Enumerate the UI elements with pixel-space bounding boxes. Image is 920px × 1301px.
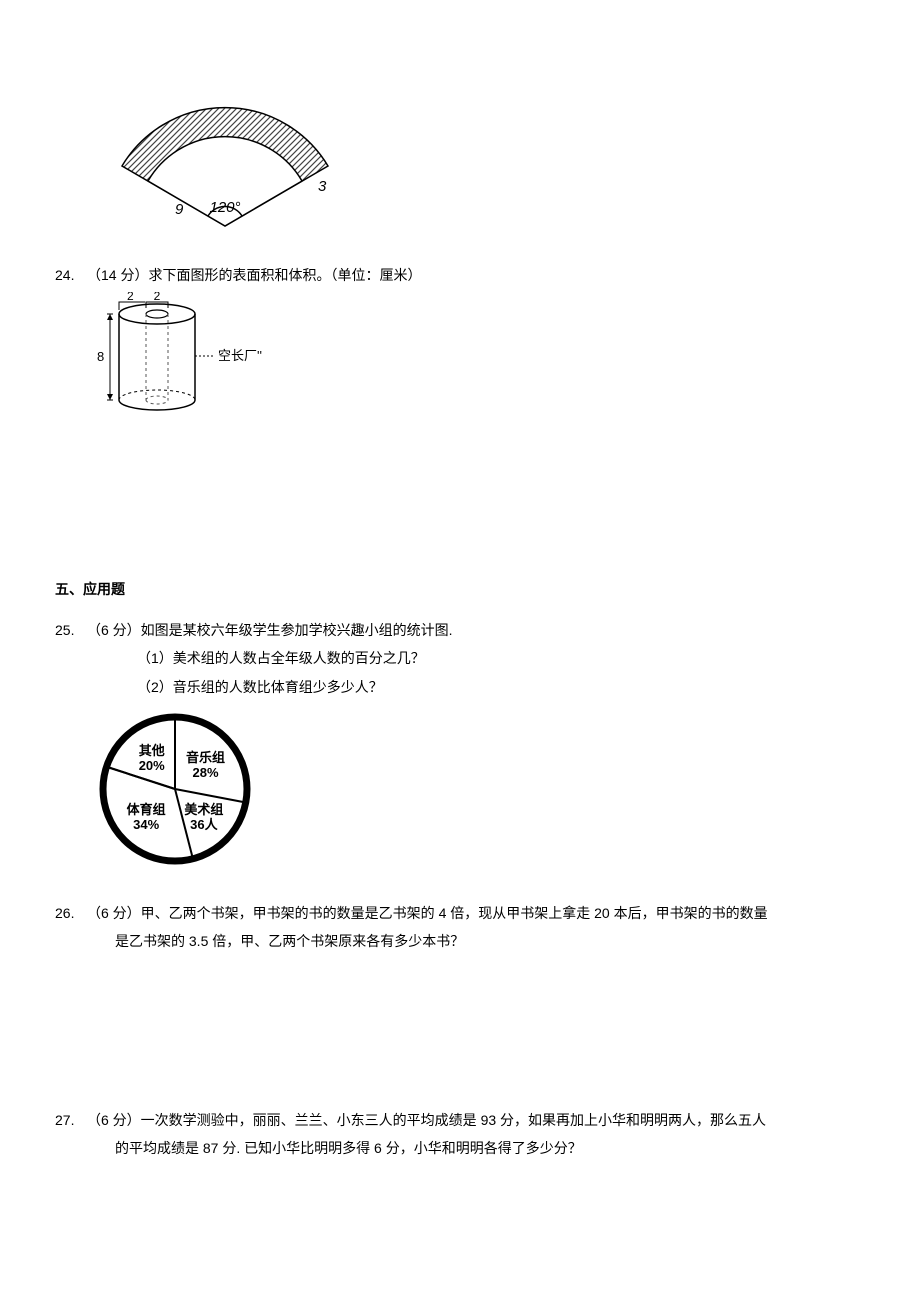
q24-height-label: 8	[97, 349, 104, 364]
section5-title: 五、应用题	[55, 578, 865, 600]
q25-pie-chart: 其他20% 音乐组28% 美术组36人 体育组34%	[85, 704, 865, 874]
pie-value-other: 20%	[139, 758, 165, 773]
q23-figure: 120° 9 3	[85, 56, 865, 236]
q23-angle-label: 120°	[209, 199, 240, 216]
pie-label-other: 其他	[139, 743, 165, 758]
q24: 24. （14 分）求下面图形的表面积和体积。（单位：厘米）	[55, 264, 865, 286]
pie-value-sports: 34%	[133, 817, 159, 832]
q26: 26. （6 分）甲、乙两个书架，甲书架的书的数量是乙书架的 4 倍，现从甲书架…	[55, 902, 865, 924]
q25-prompt: （6 分）如图是某校六年级学生参加学校兴趣小组的统计图.	[87, 619, 865, 641]
pie-value-music: 28%	[192, 765, 218, 780]
q25-sub2: （2）音乐组的人数比体育组少多少人？	[137, 676, 865, 698]
q24-figure: 2 2 8 空长厂''	[85, 292, 865, 422]
q25-number: 25.	[55, 619, 87, 641]
q25: 25. （6 分）如图是某校六年级学生参加学校兴趣小组的统计图.	[55, 619, 865, 641]
q26-number: 26.	[55, 902, 87, 924]
q27-prompt-l1: （6 分）一次数学测验中，丽丽、兰兰、小东三人的平均成绩是 93 分，如果再加上…	[87, 1109, 865, 1131]
q27-number: 27.	[55, 1109, 87, 1131]
pie-label-music: 音乐组	[186, 750, 225, 765]
q24-prompt: （14 分）求下面图形的表面积和体积。（单位：厘米）	[87, 264, 865, 286]
q23-thickness-label: 3	[318, 178, 327, 195]
pie-value-art: 36人	[190, 817, 218, 832]
q27-prompt-l2: 的平均成绩是 87 分. 已知小华比明明多得 6 分，小华和明明各得了多少分？	[115, 1137, 865, 1159]
q24-number: 24.	[55, 264, 87, 286]
q23-inner-radius-label: 9	[175, 201, 184, 218]
q27: 27. （6 分）一次数学测验中，丽丽、兰兰、小东三人的平均成绩是 93 分，如…	[55, 1109, 865, 1131]
q26-prompt-l2: 是乙书架的 3.5 倍，甲、乙两个书架原来各有多少本书？	[115, 930, 865, 952]
q24-outer-dia-label: 2	[127, 292, 134, 303]
q26-prompt-l1: （6 分）甲、乙两个书架，甲书架的书的数量是乙书架的 4 倍，现从甲书架上拿走 …	[87, 902, 865, 924]
pie-label-art: 美术组	[184, 802, 223, 817]
pie-label-sports: 体育组	[127, 802, 166, 817]
q24-side-label: 空长厂''	[218, 348, 262, 363]
q24-inner-dia-label: 2	[154, 292, 161, 303]
q25-sub1: （1）美术组的人数占全年级人数的百分之几？	[137, 647, 865, 669]
